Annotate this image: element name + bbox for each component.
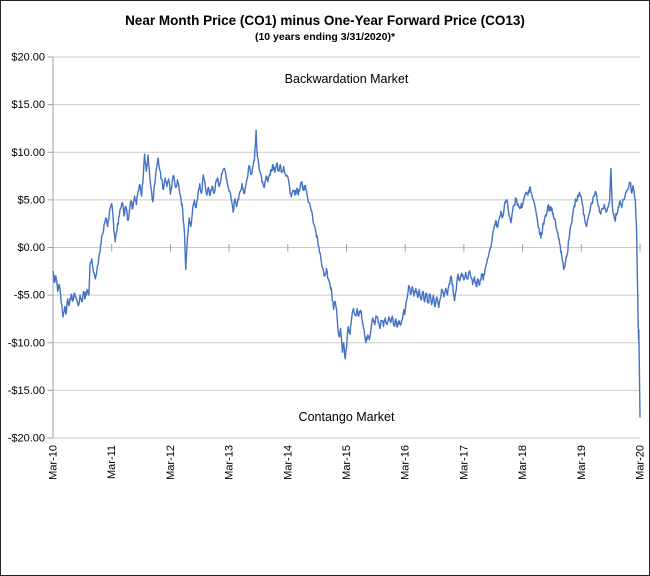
y-tick-label: -$5.00 [14, 290, 45, 302]
chart-title: Near Month Price (CO1) minus One-Year Fo… [125, 13, 525, 28]
x-tick-label: Mar-19 [576, 445, 588, 480]
chart-subtitle: (10 years ending 3/31/2020)* [254, 31, 396, 43]
x-tick-label: Mar-12 [165, 445, 177, 480]
x-tick-label: Mar-11 [106, 445, 118, 479]
x-tick-label: Mar-14 [282, 445, 294, 480]
y-tick-label: $5.00 [17, 194, 45, 206]
y-tick-label: $0.00 [17, 242, 45, 254]
annotation-contango-market: Contango Market [298, 410, 395, 425]
annotation-backwardation-market: Backwardation Market [284, 71, 409, 86]
x-tick-label: Mar-13 [224, 445, 236, 480]
y-tick-label: $10.00 [11, 147, 45, 159]
y-tick-label: -$10.00 [8, 337, 45, 349]
x-tick-label: Mar-20 [635, 445, 647, 480]
series-line [52, 129, 641, 418]
x-tick-label: Mar-15 [341, 445, 353, 480]
x-tick-label: Mar-10 [48, 445, 60, 480]
x-tick-label: Mar-16 [400, 445, 412, 480]
x-tick-label: Mar-18 [517, 445, 529, 480]
y-tick-label: -$20.00 [8, 433, 45, 445]
y-tick-label: -$15.00 [8, 385, 45, 397]
y-tick-label: $20.00 [11, 52, 45, 64]
x-tick-label: Mar-17 [458, 445, 470, 480]
y-tick-label: $15.00 [11, 99, 45, 111]
